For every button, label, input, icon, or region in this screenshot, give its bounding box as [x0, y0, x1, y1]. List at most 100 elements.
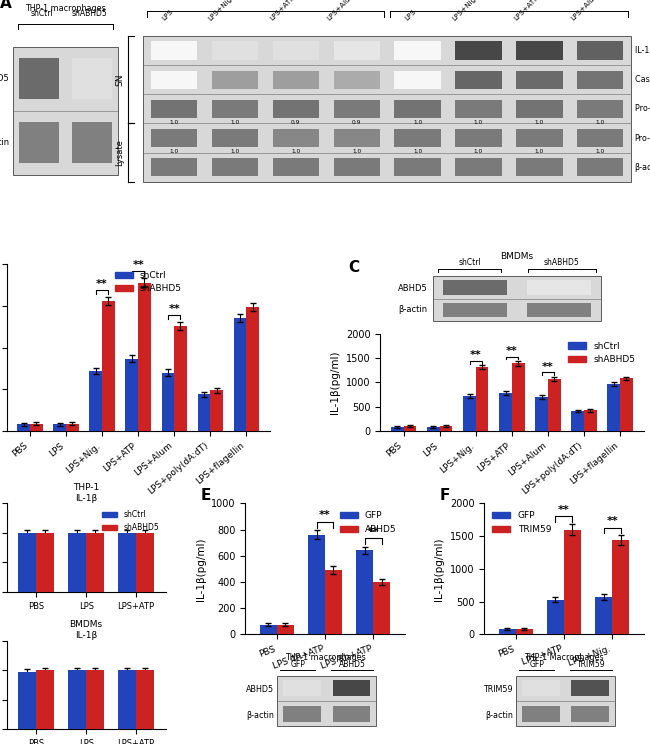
Bar: [595, 597, 612, 635]
Bar: [391, 427, 404, 431]
Bar: [584, 411, 597, 431]
Bar: [212, 71, 258, 89]
Bar: [333, 42, 380, 60]
Bar: [325, 570, 342, 635]
Legend: shCtrl, shABHD5: shCtrl, shABHD5: [564, 339, 639, 368]
Text: LPS+Alum: LPS+Alum: [569, 0, 601, 22]
Text: shCtrl: shCtrl: [252, 0, 279, 2]
Bar: [212, 158, 258, 176]
Bar: [548, 379, 560, 431]
Bar: [577, 100, 623, 118]
Text: 1.0: 1.0: [169, 120, 179, 125]
Legend: shCtrl, shABHD5: shCtrl, shABHD5: [99, 507, 162, 535]
Bar: [440, 426, 452, 431]
Bar: [333, 129, 380, 147]
Text: LPS+Alum: LPS+Alum: [326, 0, 357, 22]
Text: Lysate: Lysate: [115, 139, 124, 166]
Text: C: C: [348, 260, 360, 275]
Bar: [620, 379, 632, 431]
Bar: [20, 58, 59, 99]
Y-axis label: IL-1β(pg/ml): IL-1β(pg/ml): [330, 350, 341, 414]
Bar: [272, 100, 319, 118]
Text: E: E: [201, 487, 211, 503]
Text: LPS: LPS: [404, 8, 417, 22]
Text: BMDMs: BMDMs: [500, 252, 534, 261]
Text: 1.0: 1.0: [291, 149, 300, 154]
Bar: [395, 42, 441, 60]
Text: F: F: [439, 487, 450, 503]
Text: ABHD5: ABHD5: [339, 660, 365, 669]
Bar: [456, 42, 502, 60]
Bar: [456, 71, 502, 89]
Text: 1.0: 1.0: [413, 120, 422, 125]
Bar: [516, 100, 562, 118]
Text: 1.0: 1.0: [595, 120, 605, 125]
Bar: [547, 600, 564, 635]
Legend: shCtrl, shABHD5: shCtrl, shABHD5: [111, 267, 185, 297]
Text: β-actin: β-actin: [246, 711, 274, 720]
Text: ABHD5: ABHD5: [246, 685, 274, 694]
Bar: [277, 624, 294, 635]
Bar: [86, 533, 104, 592]
Bar: [212, 42, 258, 60]
Bar: [151, 158, 197, 176]
Bar: [427, 427, 440, 431]
Text: β-actin: β-actin: [634, 163, 650, 172]
Text: GFP: GFP: [291, 660, 306, 669]
Bar: [125, 359, 138, 431]
Bar: [499, 629, 515, 635]
Text: **: **: [367, 527, 379, 536]
Text: β-actin: β-actin: [0, 138, 10, 147]
Text: 0.9: 0.9: [352, 120, 361, 125]
Bar: [577, 42, 623, 60]
Bar: [373, 582, 390, 635]
Bar: [608, 384, 620, 431]
Bar: [212, 100, 258, 118]
Text: 1.0: 1.0: [535, 120, 544, 125]
Text: LPS+ATP: LPS+ATP: [268, 0, 296, 22]
Bar: [118, 670, 136, 729]
Text: 0.9: 0.9: [291, 120, 300, 125]
Bar: [162, 373, 174, 431]
Text: LPS+ATP: LPS+ATP: [512, 0, 540, 22]
Text: shCtrl: shCtrl: [31, 10, 54, 19]
Text: **: **: [506, 346, 518, 356]
Text: shABHD5: shABHD5: [488, 0, 530, 2]
Text: 1.0: 1.0: [230, 149, 239, 154]
Bar: [212, 129, 258, 147]
Bar: [138, 283, 151, 431]
Text: A: A: [0, 0, 12, 11]
Bar: [246, 307, 259, 431]
Y-axis label: IL-1β(pg/ml): IL-1β(pg/ml): [434, 537, 445, 600]
Text: **: **: [606, 516, 618, 526]
Text: 1.0: 1.0: [535, 149, 544, 154]
Text: 1.0: 1.0: [352, 149, 361, 154]
Text: β-actin: β-actin: [398, 305, 428, 314]
Bar: [36, 670, 54, 729]
Text: LPS: LPS: [161, 8, 174, 22]
Bar: [260, 624, 277, 635]
Bar: [136, 670, 154, 729]
Bar: [72, 58, 112, 99]
Text: **: **: [168, 304, 180, 314]
Text: 1.0: 1.0: [169, 149, 179, 154]
Bar: [68, 670, 86, 729]
Text: LPS+Nig.: LPS+Nig.: [207, 0, 235, 22]
Text: shABHD5: shABHD5: [72, 10, 107, 19]
Text: Pro-Caspase-1: Pro-Caspase-1: [634, 133, 650, 143]
Text: **: **: [96, 279, 108, 289]
Bar: [53, 425, 66, 431]
Text: 1.0: 1.0: [413, 149, 422, 154]
Text: **: **: [558, 505, 570, 515]
Bar: [68, 533, 86, 592]
Bar: [333, 71, 380, 89]
Bar: [577, 158, 623, 176]
Bar: [18, 425, 30, 431]
Text: LPS+Nig.: LPS+Nig.: [450, 0, 478, 22]
Legend: GFP, ABHD5: GFP, ABHD5: [336, 508, 400, 538]
Bar: [86, 670, 104, 729]
Text: GFP: GFP: [529, 660, 544, 669]
Bar: [102, 301, 114, 431]
Bar: [66, 423, 79, 431]
Bar: [333, 158, 380, 176]
